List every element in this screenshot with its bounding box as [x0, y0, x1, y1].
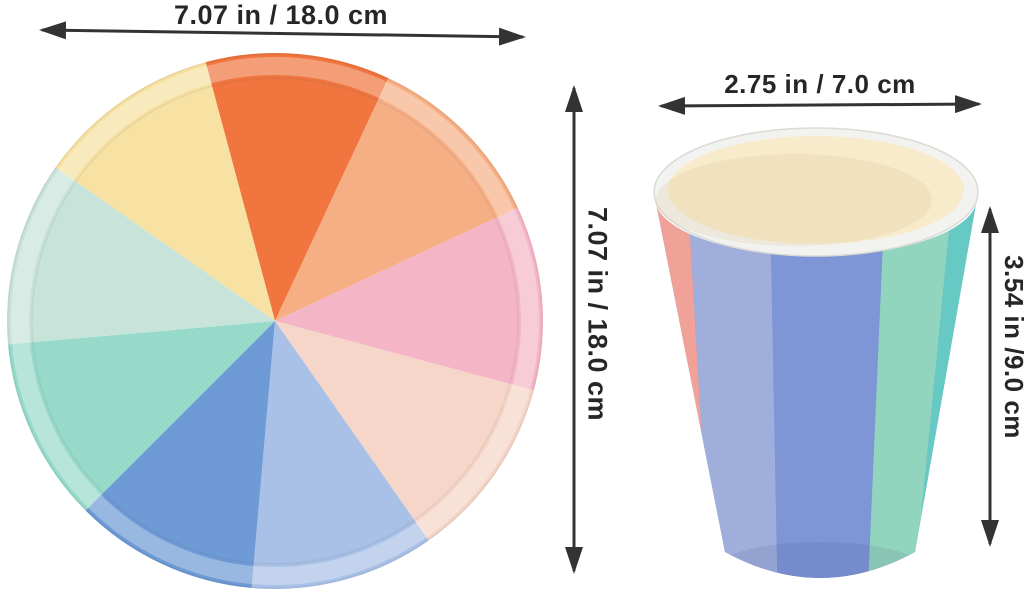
plate-width-label: 7.07 in / 18.0 cm: [174, 0, 388, 30]
cup-stripe-cornflower: [769, 198, 887, 578]
plate-height-label: 7.07 in / 18.0 cm: [583, 207, 613, 421]
plate-rim-highlight: [11, 57, 539, 585]
cup-interior-shading: [656, 154, 932, 246]
plate-slice-blush: [275, 321, 534, 541]
plate-width-arrow: [39, 21, 526, 46]
plate-slice-steel-blue: [85, 321, 275, 588]
cup-height-label: 3.54 in /9.0 cm: [999, 255, 1029, 439]
plate-slice-periwinkle: [251, 321, 429, 590]
cup-stripe-mint: [867, 198, 957, 578]
plate-slice-seafoam: [6, 167, 276, 345]
plate-slice-orange: [205, 52, 389, 322]
dimension-arrows: [39, 21, 999, 574]
plate-slice-peach: [275, 78, 518, 321]
cup-interior: [668, 136, 964, 244]
plate-slice-aqua: [8, 321, 275, 511]
rainbow-paper-plate: [6, 52, 544, 590]
plate-slice-pink: [275, 207, 544, 391]
cup-width-label: 2.75 in / 7.0 cm: [724, 69, 916, 99]
plate-slice-yellow: [55, 62, 275, 321]
plate-outer-edge: [7, 53, 543, 589]
striped-paper-cup: [653, 127, 979, 578]
cup-width-arrow: [658, 95, 982, 115]
plate-rim-inner-line: [31, 77, 519, 565]
cup-bottom-shading: [712, 542, 928, 578]
